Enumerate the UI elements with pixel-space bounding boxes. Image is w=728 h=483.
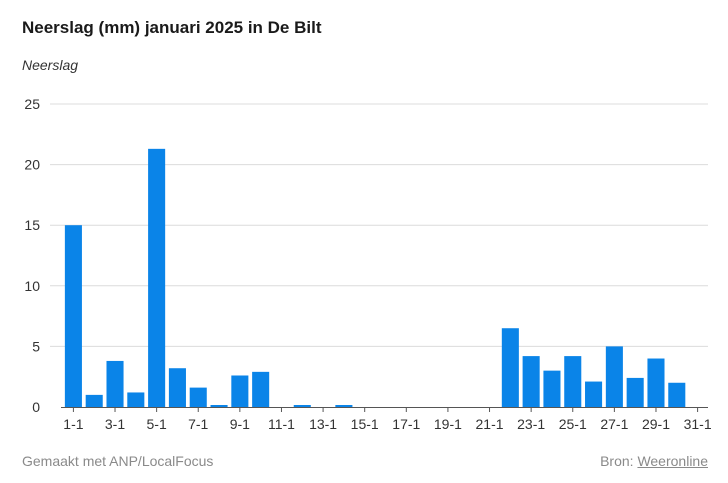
bar-3-1[interactable] bbox=[106, 360, 124, 407]
x-tick-label: 23-1 bbox=[517, 416, 545, 432]
bar-10-1[interactable] bbox=[252, 371, 270, 407]
bar-14-1[interactable] bbox=[335, 405, 353, 407]
source-prefix: Bron: bbox=[600, 453, 634, 469]
x-tick-label: 15-1 bbox=[351, 416, 379, 432]
y-tick-label: 10 bbox=[24, 278, 40, 294]
bar-30-1[interactable] bbox=[668, 382, 686, 407]
x-tick-label: 21-1 bbox=[476, 416, 504, 432]
x-tick-label: 25-1 bbox=[559, 416, 587, 432]
bar-26-1[interactable] bbox=[585, 381, 603, 407]
bar-23-1[interactable] bbox=[522, 356, 540, 407]
y-tick-label: 25 bbox=[24, 96, 40, 112]
bar-24-1[interactable] bbox=[543, 370, 561, 407]
x-tick-label: 5-1 bbox=[147, 416, 167, 432]
bar-12-1[interactable] bbox=[293, 405, 311, 407]
x-tick-label: 13-1 bbox=[309, 416, 337, 432]
bar-25-1[interactable] bbox=[564, 356, 582, 407]
bar-6-1[interactable] bbox=[168, 368, 186, 407]
x-tick-label: 17-1 bbox=[392, 416, 420, 432]
bar-22-1[interactable] bbox=[501, 328, 519, 407]
x-tick-label: 7-1 bbox=[188, 416, 208, 432]
x-tick-labels: 1-1 3-1 5-1 7-1 9-1 11-1 13-1 15-1 17-1 19-1 21-1 2… bbox=[63, 407, 712, 432]
x-tick-label: 31-1 bbox=[684, 416, 712, 432]
y-axis-label: Neerslag bbox=[22, 57, 79, 73]
bar-7-1[interactable] bbox=[189, 387, 207, 407]
bar-29-1[interactable] bbox=[647, 358, 665, 407]
source-credit: Bron: Weeronline bbox=[600, 453, 708, 469]
bar-28-1[interactable] bbox=[626, 377, 644, 407]
y-tick-label: 5 bbox=[32, 338, 40, 354]
bar-2-1[interactable] bbox=[85, 394, 103, 407]
made-with-credit: Gemaakt met ANP/LocalFocus bbox=[22, 453, 214, 469]
y-tick-label: 20 bbox=[24, 157, 40, 173]
source-link[interactable]: Weeronline bbox=[637, 453, 708, 469]
bar-4-1[interactable] bbox=[127, 392, 145, 407]
x-tick-label: 3-1 bbox=[105, 416, 125, 432]
x-tick-label: 1-1 bbox=[63, 416, 83, 432]
bar-27-1[interactable] bbox=[605, 346, 623, 407]
x-tick-label: 19-1 bbox=[434, 416, 462, 432]
x-tick-label: 27-1 bbox=[600, 416, 628, 432]
y-tick-label: 0 bbox=[32, 399, 40, 415]
bar-5-1[interactable] bbox=[148, 148, 166, 407]
x-tick-label: 29-1 bbox=[642, 416, 670, 432]
x-tick-label: 9-1 bbox=[230, 416, 250, 432]
bars bbox=[61, 148, 708, 408]
y-tick-label: 15 bbox=[24, 217, 40, 233]
chart-title: Neerslag (mm) januari 2025 in De Bilt bbox=[22, 18, 322, 37]
bar-chart: 0 5 10 15 20 25 1-1 3-1 5-1 7-1 9-1 11-1 13-1 15-1 17… bbox=[24, 96, 712, 432]
y-tick-labels: 0 5 10 15 20 25 bbox=[24, 96, 40, 415]
bar-8-1[interactable] bbox=[210, 405, 228, 407]
x-tick-label: 11-1 bbox=[268, 416, 295, 432]
bar-1-1[interactable] bbox=[64, 225, 82, 407]
bar-9-1[interactable] bbox=[231, 375, 249, 407]
